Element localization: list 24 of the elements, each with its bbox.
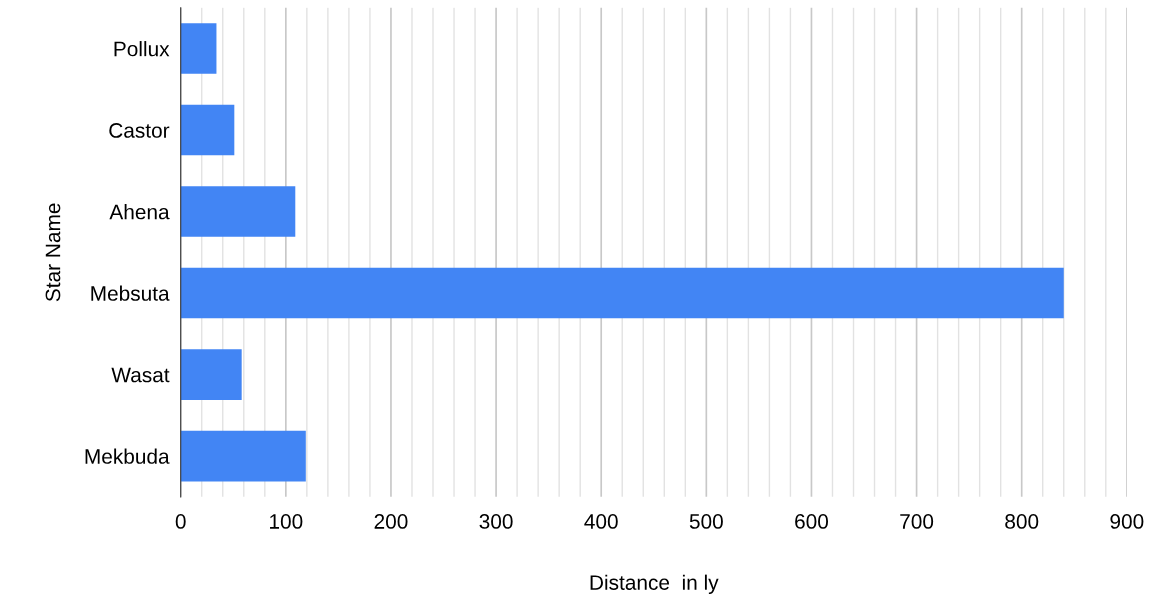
x-tick-label: 900: [1110, 514, 1144, 529]
x-tick-label: 500: [689, 514, 723, 529]
x-tick-label: 400: [584, 514, 618, 529]
x-tick-label: 300: [479, 514, 513, 529]
x-tick-label: 600: [795, 514, 829, 529]
y-tick-label: Ahena: [109, 204, 170, 220]
y-axis-title: Star Name: [45, 203, 61, 302]
bar: [180, 23, 217, 74]
bar: [180, 186, 296, 237]
y-tick-label: Mebsuta: [91, 285, 170, 301]
x-tick-label: 800: [1005, 514, 1039, 529]
bar: [180, 349, 242, 400]
x-tick-label: 700: [900, 514, 934, 529]
y-tick-label: Pollux: [114, 41, 170, 57]
bar: [180, 430, 306, 482]
y-tick-label: Castor: [109, 123, 170, 138]
x-tick-label: 0: [175, 514, 186, 529]
x-axis-title: Distance in ly: [590, 574, 719, 595]
y-tick-label: Mekbuda: [85, 448, 170, 464]
bar: [180, 267, 1064, 319]
bar: [180, 104, 235, 156]
x-tick-label: 100: [270, 514, 303, 529]
y-tick-label: Wasat: [111, 367, 170, 383]
x-tick-label: 200: [374, 514, 408, 529]
